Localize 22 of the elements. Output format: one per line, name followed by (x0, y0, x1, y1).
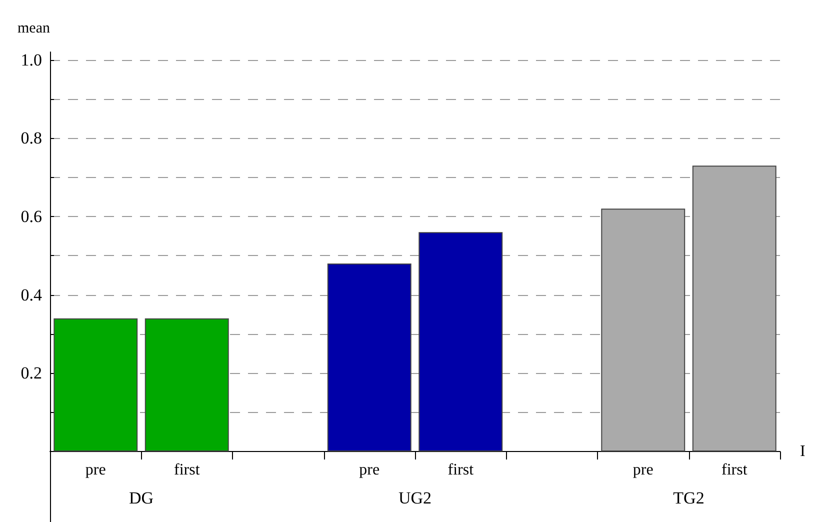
x-tick-label: pre (359, 462, 380, 478)
x-tick-label: first (448, 462, 474, 478)
x-tick-label: pre (632, 462, 654, 478)
bar (327, 264, 412, 452)
bar (144, 318, 229, 452)
y-tick-label: 0.8 (20, 128, 42, 148)
y-tick-label: 0.4 (20, 285, 42, 304)
bar (418, 232, 503, 452)
x-tick-label: first (721, 462, 748, 478)
bar (54, 318, 138, 452)
y-axis-title: mean (18, 20, 50, 36)
annotation: TG2 (673, 488, 704, 508)
y-tick-label: 0.6 (20, 207, 42, 226)
x-tick-label: first (174, 462, 200, 478)
annotation: UG2 (398, 488, 432, 508)
y-tick-label: 1.0 (20, 50, 42, 70)
bar (601, 208, 686, 452)
x-tick-label: pre (85, 462, 106, 478)
x-axis-title: I (800, 443, 806, 460)
y-tick-label: 0.2 (20, 364, 42, 383)
annotation: DG (128, 488, 154, 508)
bar (692, 166, 776, 452)
